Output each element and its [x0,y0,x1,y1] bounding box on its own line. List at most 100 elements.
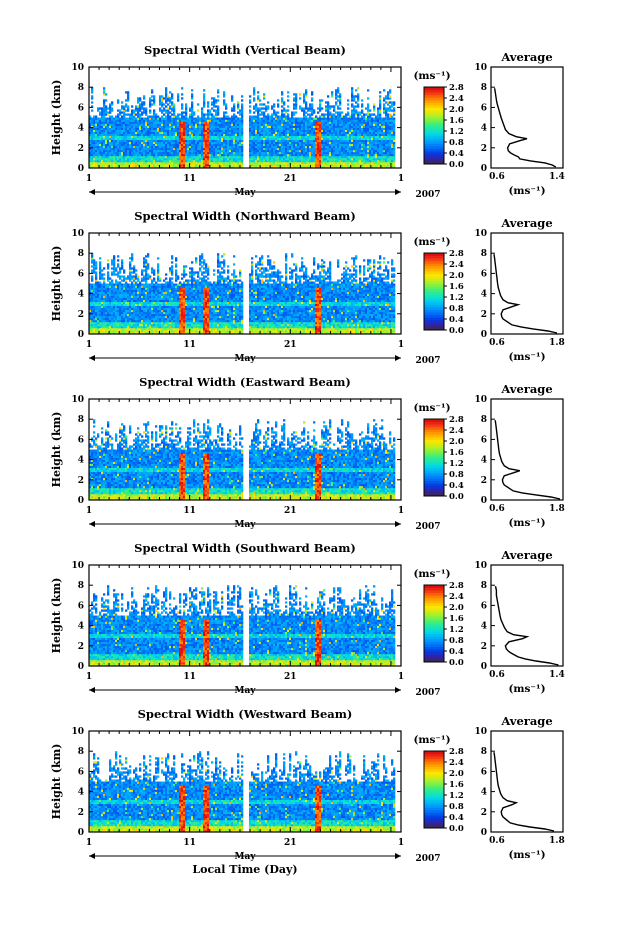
month-arrow-left [89,853,95,859]
colorbar-segment [424,120,444,123]
colorbar-segment [424,823,444,826]
heatmap [89,87,395,168]
colorbar-tick-label: 2.4 [449,758,464,768]
colorbar-tick-label: 1.6 [449,282,464,292]
x-tick-label: 21 [284,506,297,516]
panel-1: Spectral Width (Vertical Beam)0246810Hei… [50,43,565,200]
panel-5: Spectral Width (Westward Beam)0246810Hei… [50,707,565,876]
colorbar-segment [424,813,444,816]
colorbar-segment [424,320,444,323]
month-arrow-left [89,687,95,693]
panel-title: Spectral Width (Southward Beam) [134,541,356,555]
colorbar-unit: (ms⁻¹) [413,402,450,414]
x-tick-label: 1 [398,340,404,350]
colorbar-segment [424,304,444,307]
colorbar-segment [424,434,444,437]
colorbar-tick-label: 2.8 [449,415,464,425]
colorbar-tick-label: 0.4 [449,813,464,823]
colorbar-segment [424,450,444,453]
average-y-tick-label: 10 [474,395,487,405]
colorbar-tick-label: 0.0 [449,326,464,336]
colorbar-segment [424,641,444,644]
colorbar-tick-label: 1.2 [449,293,464,303]
colorbar-segment [424,478,444,481]
colorbar-segment [424,445,444,448]
colorbar-segment [424,756,444,759]
colorbar-segment [424,281,444,284]
colorbar-segment [424,616,444,619]
colorbar-segment [424,276,444,279]
average-x-tick-label: 0.6 [489,836,505,846]
average-y-tick-label: 2 [481,642,487,652]
colorbar-segment [424,440,444,443]
colorbar-tick-label: 2.4 [449,260,464,270]
y-tick-label: 8 [78,83,84,93]
colorbar-segment [424,325,444,328]
colorbar-segment [424,475,444,478]
colorbar-segment [424,322,444,325]
colorbar-segment [424,115,444,118]
month-arrow-right [395,853,401,859]
average-frame [491,565,563,666]
average-frame [491,233,563,334]
colorbar-segment [424,102,444,105]
x-tick-label: 11 [183,506,196,516]
average-x-tick-label: 0.6 [489,670,505,680]
colorbar-segment [424,460,444,463]
average-x-tick-label: 1.4 [549,172,565,182]
month-arrow-right [395,355,401,361]
average-frame [491,731,563,832]
colorbar-tick-label: 2.0 [449,769,464,779]
x-tick-label: 1 [398,838,404,848]
colorbar-segment [424,486,444,489]
y-tick-label: 2 [78,808,84,818]
average-y-tick-label: 10 [474,63,487,73]
month-arrow-left [89,521,95,527]
month-arrow-right [395,189,401,195]
colorbar-segment [424,123,444,126]
colorbar-segment [424,138,444,141]
average-x-label: (ms⁻¹) [508,185,545,197]
colorbar-segment [424,465,444,468]
colorbar-segment [424,790,444,793]
colorbar-segment [424,105,444,108]
colorbar-segment [424,624,444,627]
colorbar-segment [424,294,444,297]
year-label: 2007 [415,522,440,532]
colorbar-segment [424,424,444,427]
colorbar-segment [424,455,444,458]
x-tick-label: 1 [86,672,92,682]
colorbar-segment [424,647,444,650]
average-y-tick-label: 0 [481,164,487,174]
colorbar-unit: (ms⁻¹) [413,734,450,746]
colorbar-segment [424,315,444,318]
colorbar-tick-label: 1.6 [449,116,464,126]
average-x-tick-label: 1.8 [549,836,565,846]
y-tick-label: 6 [78,435,84,445]
y-tick-label: 8 [78,249,84,259]
colorbar-unit: (ms⁻¹) [413,568,450,580]
colorbar-tick-label: 2.0 [449,437,464,447]
colorbar-segment [424,458,444,461]
average-y-tick-label: 8 [481,581,487,591]
y-tick-label: 10 [71,63,84,73]
average-y-tick-label: 4 [481,290,487,300]
colorbar-tick-label: 0.8 [449,304,464,314]
colorbar-segment [424,256,444,259]
average-x-label: (ms⁻¹) [508,849,545,861]
average-y-tick-label: 2 [481,808,487,818]
colorbar-segment [424,782,444,785]
panel-title: Spectral Width (Vertical Beam) [144,43,346,57]
colorbar-segment [424,118,444,121]
y-tick-label: 8 [78,747,84,757]
colorbar-segment [424,289,444,292]
colorbar-segment [424,618,444,621]
average-y-tick-label: 0 [481,330,487,340]
colorbar-segment [424,126,444,129]
average-y-tick-label: 2 [481,310,487,320]
colorbar-segment [424,772,444,775]
x-tick-label: 11 [183,672,196,682]
colorbar-unit: (ms⁻¹) [413,236,450,248]
colorbar-segment [424,292,444,295]
y-tick-label: 6 [78,767,84,777]
